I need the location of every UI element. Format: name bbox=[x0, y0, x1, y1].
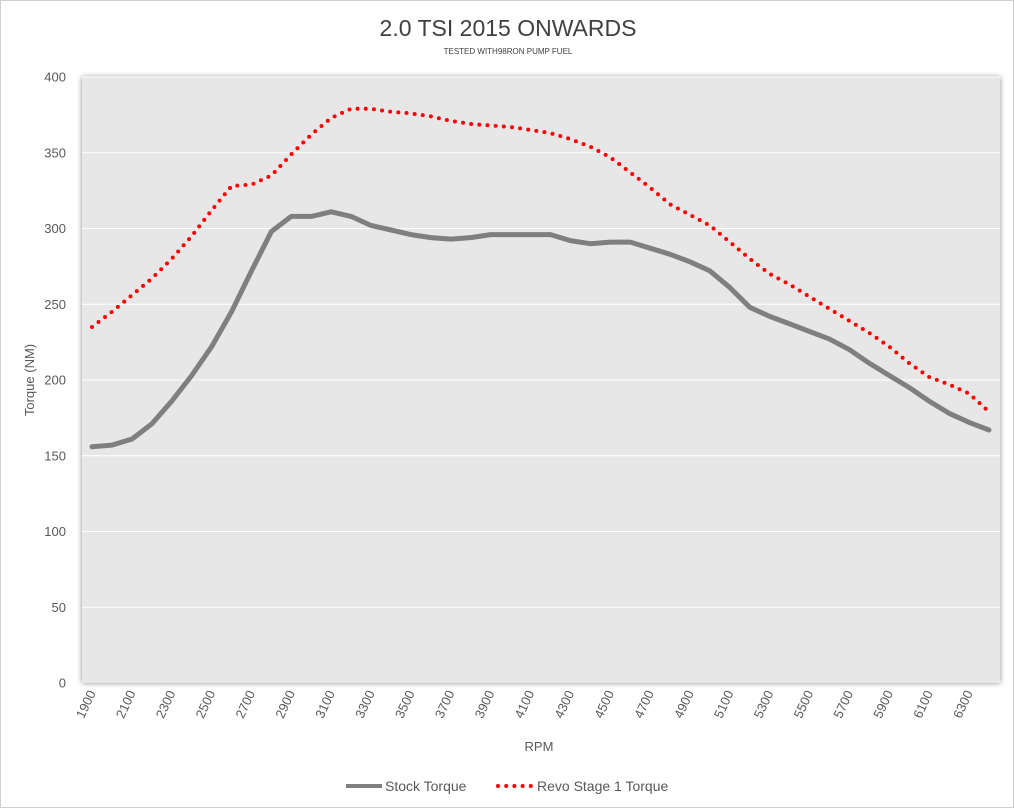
x-tick-label: 4700 bbox=[631, 688, 657, 721]
x-tick-label: 5300 bbox=[751, 688, 777, 721]
x-tick-label: 4900 bbox=[671, 688, 697, 721]
x-tick-label: 2500 bbox=[193, 688, 219, 721]
y-tick-label: 200 bbox=[44, 373, 66, 388]
x-tick-label: 5900 bbox=[870, 688, 896, 721]
x-tick-label: 2900 bbox=[272, 688, 298, 721]
x-tick-label: 6100 bbox=[910, 688, 936, 721]
x-tick-label: 5700 bbox=[830, 688, 856, 721]
legend-item-revo[interactable]: Revo Stage 1 Torque bbox=[496, 778, 668, 794]
x-tick-label: 3500 bbox=[392, 688, 418, 721]
x-tick-label: 3100 bbox=[312, 688, 338, 721]
y-axis-label: Torque (NM) bbox=[22, 344, 37, 416]
x-tick-label: 5100 bbox=[711, 688, 737, 721]
y-tick-label: 350 bbox=[44, 145, 66, 160]
y-tick-label: 300 bbox=[44, 221, 66, 236]
y-tick-label: 100 bbox=[44, 524, 66, 539]
x-axis-label: RPM bbox=[525, 739, 554, 754]
grid-lines bbox=[82, 76, 1000, 608]
x-tick-label: 4100 bbox=[511, 688, 537, 721]
y-tick-label: 150 bbox=[44, 448, 66, 463]
y-tick-label: 50 bbox=[52, 600, 66, 615]
x-tick-label: 3900 bbox=[472, 688, 498, 721]
legend-label-stock: Stock Torque bbox=[385, 778, 467, 794]
legend-label-revo: Revo Stage 1 Torque bbox=[537, 778, 668, 794]
chart-subtitle: TESTED WITH98RON PUMP FUEL bbox=[444, 47, 573, 56]
x-axis-ticks: 1900 2100 2300 2500 2700 2900 3100 3300 3500 3700… bbox=[73, 688, 976, 721]
y-axis-ticks: 0 50 100 150 200 250 300 350 400 bbox=[44, 70, 66, 691]
x-tick-label: 5500 bbox=[791, 688, 817, 721]
legend: Stock Torque Revo Stage 1 Torque bbox=[346, 778, 668, 794]
y-tick-label: 0 bbox=[59, 676, 66, 691]
series-layer bbox=[89, 106, 992, 450]
x-tick-label: 3700 bbox=[432, 688, 458, 721]
x-tick-label: 4500 bbox=[591, 688, 617, 721]
y-tick-label: 250 bbox=[44, 297, 66, 312]
series-line-stock-torque bbox=[89, 209, 992, 450]
x-tick-label: 3300 bbox=[352, 688, 378, 721]
x-tick-label: 4300 bbox=[551, 688, 577, 721]
chart-title: 2.0 TSI 2015 ONWARDS bbox=[380, 15, 637, 41]
legend-item-stock[interactable]: Stock Torque bbox=[346, 778, 467, 794]
x-tick-label: 2300 bbox=[153, 688, 179, 721]
y-tick-label: 400 bbox=[44, 70, 66, 85]
x-tick-label: 6300 bbox=[950, 688, 976, 721]
x-tick-label: 1900 bbox=[73, 688, 99, 721]
x-tick-label: 2100 bbox=[113, 688, 139, 721]
x-tick-label: 2700 bbox=[232, 688, 258, 721]
